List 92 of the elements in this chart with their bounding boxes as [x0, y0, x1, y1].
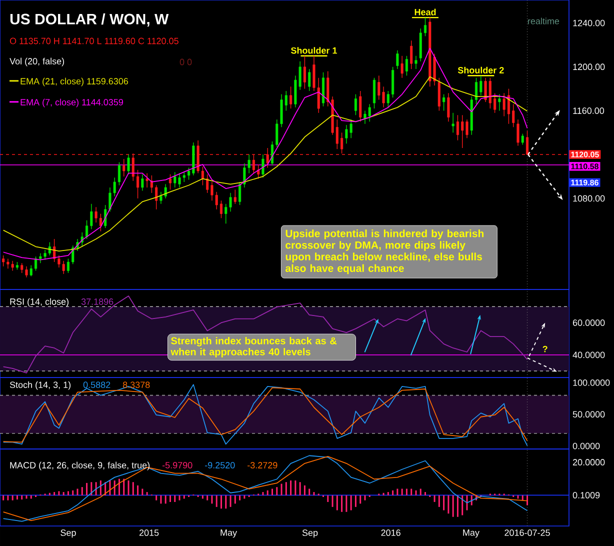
y-tick-label: 40.0000 [572, 352, 605, 358]
candlestick [308, 68, 311, 92]
candlestick [354, 94, 357, 116]
candlestick [146, 172, 148, 188]
candlestick [507, 88, 510, 124]
candlestick [303, 56, 306, 90]
candlestick [188, 167, 190, 180]
candlestick [340, 132, 344, 154]
legend-label: EMA (21, close) 1159.6306 [20, 78, 128, 86]
y-tick-label: 50.0000 [572, 411, 605, 418]
candlestick [456, 114, 459, 141]
line-series [2, 76, 528, 252]
x-tick-label: Sep [302, 530, 318, 538]
y-tick-label: 60.0000 [572, 320, 605, 326]
candlestick [168, 174, 172, 190]
annotation: Upside potential is hindered by bearish crossover by DMA, more dips likely upon breach below neckline, else bulls also have equal chance [286, 229, 484, 274]
y-tick-label: 100.0000 [573, 379, 610, 386]
y-tick-label: 1080.00 [573, 195, 605, 202]
candlestick [442, 94, 446, 112]
annotation: Head [414, 8, 436, 16]
x-tick-label: 2016-07-25 [504, 530, 550, 536]
series-label: 37.1896 [81, 298, 114, 305]
candlestick [424, 17, 427, 37]
candlestick [86, 220, 88, 240]
x-tick-label: May [220, 530, 238, 538]
candlestick [30, 264, 32, 277]
candlestick [290, 86, 292, 109]
text: -5.9790 [162, 462, 192, 468]
text: US DOLLAR / WON, W [10, 13, 169, 27]
candlestick [480, 75, 482, 96]
annotation: Vol (20, false) [10, 58, 64, 66]
y-tick-label: 1200.00 [573, 64, 605, 70]
candlestick [447, 92, 450, 122]
candlestick [238, 182, 242, 206]
candlestick [66, 258, 70, 274]
series-label: -3.2729 [248, 462, 278, 468]
legend-title: RSI (14, close) [10, 298, 68, 307]
candlestick [150, 175, 153, 194]
text: 1119.86 [571, 180, 598, 186]
candlestick [122, 158, 126, 177]
candlestick [136, 170, 140, 199]
legend-title: MACD (12, 26, close, 9, false, true) [10, 462, 150, 470]
annotation: ? [542, 346, 548, 352]
candlestick [516, 119, 520, 146]
candlestick [494, 92, 496, 114]
candlestick [359, 90, 362, 122]
candlestick [141, 174, 144, 192]
candlestick [400, 56, 404, 78]
x-tick-label: 2016 [381, 530, 400, 536]
line-series [2, 296, 528, 374]
candlestick [498, 94, 501, 112]
candlestick [414, 56, 418, 70]
candlestick [262, 154, 264, 178]
annotation: Shoulder 2 [458, 66, 504, 74]
candlestick [372, 77, 376, 109]
candlestick [34, 256, 38, 272]
candlestick [502, 92, 506, 117]
y-tick-label: 20.0000 [572, 459, 605, 466]
candlestick [155, 184, 158, 210]
candlestick [396, 50, 399, 70]
annotation: realtime [528, 18, 560, 24]
text: O 1135.70 H 1141.70 L 1119.60 C 1120.05 [10, 38, 178, 44]
candlestick [410, 40, 413, 70]
series-label: -9.2520 [205, 462, 235, 468]
legend-title: Stoch (14, 3, 1) [10, 381, 71, 390]
candlestick [118, 162, 121, 186]
candlestick [234, 189, 236, 204]
annotation: 0 0 [180, 58, 192, 66]
ref-line-label: 1120.05 [571, 152, 599, 158]
series-label: 0.5882 [83, 382, 110, 388]
annotation: Shoulder 1 [290, 47, 337, 54]
y-tick-label: 1160.00 [573, 108, 604, 114]
candlestick [521, 133, 524, 146]
candlestick [452, 112, 454, 133]
y-tick-label: 0.0000 [572, 442, 600, 450]
legend-label: EMA (7, close) 1144.0359 [20, 98, 123, 108]
y-tick-label: 0.1009 [572, 492, 600, 498]
ref-line-label: 1110.58 [571, 164, 598, 170]
y-tick-label: 1240.00 [573, 20, 605, 26]
candlestick [405, 56, 408, 76]
candlestick [512, 104, 515, 128]
candlestick [386, 90, 390, 108]
candlestick [90, 204, 93, 230]
candlestick [257, 164, 260, 180]
candlestick [220, 200, 223, 218]
x-tick-label: Sep [60, 530, 76, 538]
candlestick [127, 154, 130, 175]
x-tick-label: 2015 [139, 530, 159, 536]
annotation: Strength index bounces back as & when it approaches 40 levels [170, 337, 337, 358]
series-label: 8.3378 [122, 382, 150, 388]
x-tick-label: May [463, 530, 480, 538]
candlestick [474, 77, 478, 104]
